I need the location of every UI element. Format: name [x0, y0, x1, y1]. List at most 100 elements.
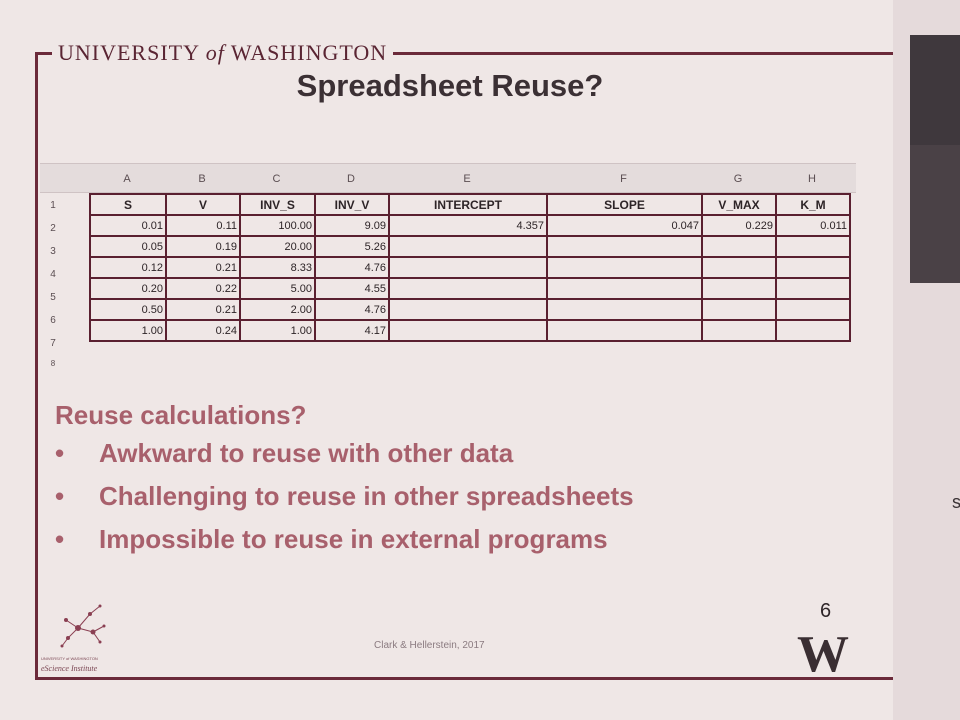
- cell[interactable]: 0.22: [165, 277, 241, 300]
- bullet-dot-icon: •: [55, 481, 65, 511]
- row-number[interactable]: 5: [50, 292, 56, 303]
- cell[interactable]: [775, 319, 851, 342]
- column-letter-b[interactable]: B: [198, 173, 206, 185]
- column-letter-h[interactable]: H: [808, 173, 816, 185]
- bullet-text: Awkward to reuse with other data: [99, 438, 514, 468]
- table-row: 0.20 0.22 5.00 4.55: [89, 277, 851, 300]
- row-number[interactable]: 6: [50, 315, 56, 326]
- adjacent-screen-glyph: s: [952, 492, 960, 512]
- cell[interactable]: [775, 277, 851, 300]
- page-number: 6: [820, 600, 832, 622]
- header-cell-v[interactable]: V: [165, 193, 241, 216]
- column-letter-g[interactable]: G: [733, 173, 743, 185]
- spreadsheet: A B C D E F G H 1 2 3 4 5 6 7 8 S V INV_…: [40, 163, 856, 368]
- bullet-text: Challenging to reuse in other spreadshee…: [99, 481, 634, 511]
- table-row: 0.01 0.11 100.00 9.09 4.357 0.047 0.229 …: [89, 214, 851, 237]
- cell[interactable]: [546, 235, 703, 258]
- cell[interactable]: 4.76: [314, 256, 390, 279]
- column-header-bar: A B C D E F G H: [40, 163, 856, 193]
- cell[interactable]: 4.17: [314, 319, 390, 342]
- cell[interactable]: [388, 277, 548, 300]
- table-row: 1.00 0.24 1.00 4.17: [89, 319, 851, 342]
- column-letter-d[interactable]: D: [347, 173, 355, 185]
- cell[interactable]: [388, 298, 548, 321]
- cell[interactable]: 4.55: [314, 277, 390, 300]
- cell[interactable]: [701, 298, 777, 321]
- cell[interactable]: [701, 235, 777, 258]
- cell[interactable]: [388, 256, 548, 279]
- cell[interactable]: 0.047: [546, 214, 703, 237]
- cell[interactable]: 5.26: [314, 235, 390, 258]
- row-number[interactable]: 7: [50, 338, 56, 349]
- cell[interactable]: 0.19: [165, 235, 241, 258]
- cell[interactable]: [546, 277, 703, 300]
- row-number[interactable]: 8: [50, 359, 56, 368]
- uw-w-logo: W: [797, 626, 849, 683]
- cell[interactable]: 4.357: [388, 214, 548, 237]
- cell[interactable]: 1.00: [89, 319, 167, 342]
- cell[interactable]: [546, 256, 703, 279]
- row-number[interactable]: 2: [50, 223, 56, 234]
- column-letter-a[interactable]: A: [123, 173, 131, 185]
- cell[interactable]: [546, 298, 703, 321]
- cell[interactable]: 2.00: [239, 298, 316, 321]
- slide-frame-bottom: [35, 677, 893, 680]
- slide-frame-left: [35, 52, 38, 680]
- cell[interactable]: [701, 319, 777, 342]
- bullet-item: • Impossible to reuse in external progra…: [55, 518, 855, 561]
- cell[interactable]: 9.09: [314, 214, 390, 237]
- bullet-item: • Awkward to reuse with other data: [55, 432, 855, 475]
- cell[interactable]: 100.00: [239, 214, 316, 237]
- cell[interactable]: 5.00: [239, 277, 316, 300]
- cell[interactable]: 0.50: [89, 298, 167, 321]
- slide-title: Spreadsheet Reuse?: [296, 68, 604, 103]
- column-letter-e[interactable]: E: [463, 173, 471, 185]
- header-cell-inv-s[interactable]: INV_S: [239, 193, 316, 216]
- header-cell-intercept[interactable]: INTERCEPT: [388, 193, 548, 216]
- cell[interactable]: 8.33: [239, 256, 316, 279]
- cell[interactable]: 0.20: [89, 277, 167, 300]
- column-letter-c[interactable]: C: [272, 173, 281, 185]
- cell[interactable]: 0.24: [165, 319, 241, 342]
- slide: [0, 0, 893, 720]
- cell[interactable]: 1.00: [239, 319, 316, 342]
- row-number[interactable]: 3: [50, 246, 56, 257]
- bullet-item: • Challenging to reuse in other spreadsh…: [55, 475, 855, 518]
- cell[interactable]: [701, 256, 777, 279]
- cell[interactable]: [775, 235, 851, 258]
- cell[interactable]: [388, 235, 548, 258]
- cell[interactable]: 4.76: [314, 298, 390, 321]
- cell[interactable]: 0.011: [775, 214, 851, 237]
- bullet-dot-icon: •: [55, 524, 65, 554]
- table-row: 0.50 0.21 2.00 4.76: [89, 298, 851, 321]
- cell[interactable]: 0.11: [165, 214, 241, 237]
- column-letter-f[interactable]: F: [620, 173, 627, 185]
- cell[interactable]: 20.00: [239, 235, 316, 258]
- header-cell-inv-v[interactable]: INV_V: [314, 193, 390, 216]
- escience-label: eScience Institute: [41, 664, 98, 673]
- row-number[interactable]: 4: [50, 269, 56, 280]
- header-cell-v-max[interactable]: V_MAX: [701, 193, 777, 216]
- cell[interactable]: [775, 256, 851, 279]
- header-cell-s[interactable]: S: [89, 193, 167, 216]
- table-header-row: S V INV_S INV_V INTERCEPT SLOPE V_MAX K_…: [89, 193, 851, 216]
- slide-footer: Clark & Hellerstein, 2017: [374, 640, 485, 651]
- cell[interactable]: [701, 277, 777, 300]
- slide-frame-top: [35, 52, 893, 55]
- escience-network-icon: [60, 604, 106, 648]
- cell[interactable]: 0.21: [165, 298, 241, 321]
- header-cell-k-m[interactable]: K_M: [775, 193, 851, 216]
- cell[interactable]: [546, 319, 703, 342]
- header-cell-slope[interactable]: SLOPE: [546, 193, 703, 216]
- bullet-list: Reuse calculations? • Awkward to reuse w…: [55, 398, 855, 561]
- cell[interactable]: [775, 298, 851, 321]
- escience-university-label: UNIVERSITY of WASHINGTON: [41, 656, 98, 661]
- cell[interactable]: 0.01: [89, 214, 167, 237]
- cell[interactable]: 0.229: [701, 214, 777, 237]
- cell[interactable]: 0.12: [89, 256, 167, 279]
- cell[interactable]: 0.21: [165, 256, 241, 279]
- adjacent-screen-dark-top: [910, 35, 960, 145]
- cell[interactable]: [388, 319, 548, 342]
- cell[interactable]: 0.05: [89, 235, 167, 258]
- row-number[interactable]: 1: [50, 200, 56, 211]
